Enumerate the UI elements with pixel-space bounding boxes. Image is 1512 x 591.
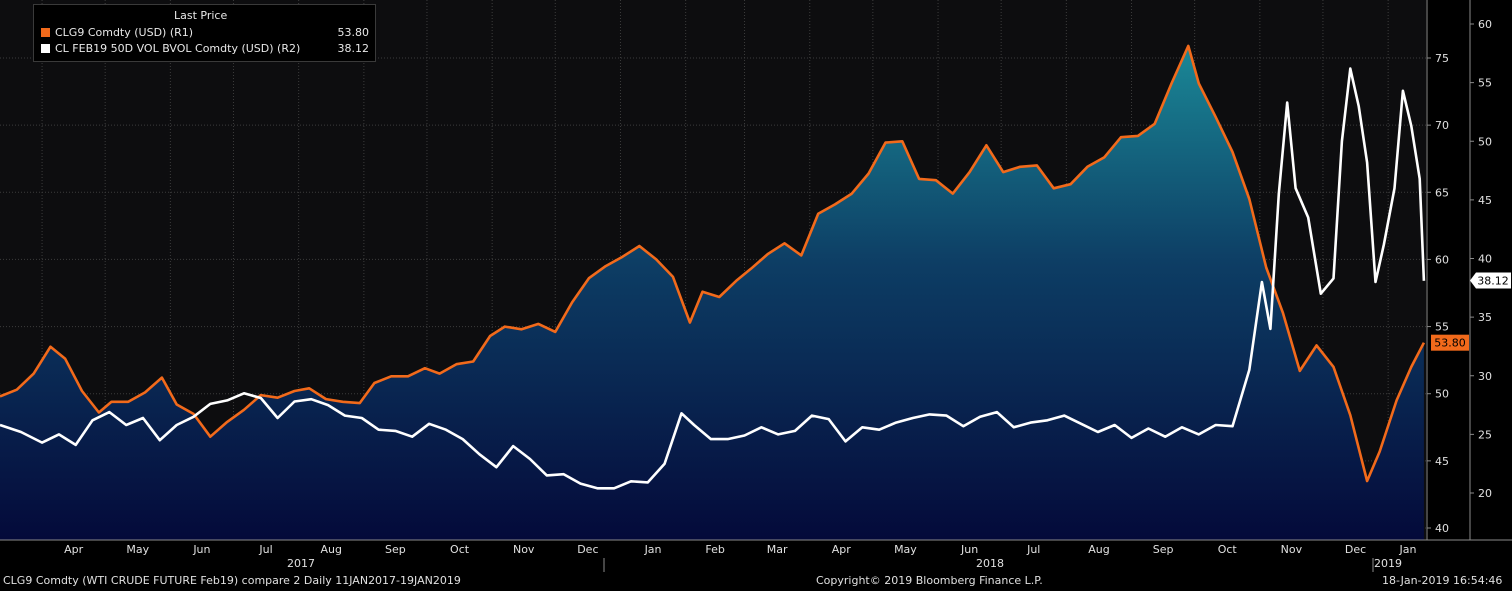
x-tick-label: May xyxy=(894,543,917,556)
r2-tick-label: 45 xyxy=(1478,194,1492,207)
r2-tick-label: 20 xyxy=(1478,487,1492,500)
x-tick-label: Jan xyxy=(1399,543,1417,556)
r2-tick-label: 40 xyxy=(1478,253,1492,266)
r2-tick-label: 55 xyxy=(1478,77,1492,90)
volatility-last-tag xyxy=(1470,272,1511,289)
r2-tick-label: 30 xyxy=(1478,370,1492,383)
legend-item-price: CLG9 Comdty (USD) (R1) 53.80 xyxy=(41,26,369,40)
footer-timestamp: 18-Jan-2019 16:54:46 xyxy=(1382,574,1503,587)
x-year-label: 2018 xyxy=(976,557,1004,570)
legend-label-volatility: CL FEB19 50D VOL BVOL Comdty (USD) (R2) xyxy=(55,42,301,55)
x-tick-label: Oct xyxy=(1218,543,1238,556)
price-series-line xyxy=(0,44,1426,483)
legend-header: Last Price xyxy=(174,9,228,22)
legend: Last Price CLG9 Comdty (USD) (R1) 53.80 … xyxy=(33,4,376,62)
x-tick-label: Aug xyxy=(321,543,342,556)
x-tick-label: Jan xyxy=(644,543,662,556)
x-tick-label: Jun xyxy=(192,543,210,556)
x-tick-label: Nov xyxy=(513,543,535,556)
x-tick-label: Jul xyxy=(258,543,272,556)
x-tick-label: Jul xyxy=(1026,543,1040,556)
price-last-tag xyxy=(1431,334,1469,351)
x-tick-label: Jun xyxy=(960,543,978,556)
legend-swatch-price xyxy=(41,28,50,37)
r1-tick-label: 60 xyxy=(1435,253,1449,266)
r1-tick-label: 65 xyxy=(1435,186,1449,199)
r2-tick-label: 60 xyxy=(1478,18,1492,31)
legend-value-price: 53.80 xyxy=(337,26,370,39)
price-last-tag-label: 53.80 xyxy=(1434,337,1466,350)
x-tick-label: Sep xyxy=(1153,543,1174,556)
volatility-series-line xyxy=(0,67,1426,490)
r2-tick-label: 25 xyxy=(1478,428,1492,441)
footer-copyright: Copyright© 2019 Bloomberg Finance L.P. xyxy=(816,574,1043,587)
r2-tick-label: 50 xyxy=(1478,135,1492,148)
x-tick-label: Apr xyxy=(832,543,852,556)
x-tick-label: Feb xyxy=(705,543,724,556)
r2-tick-label: 35 xyxy=(1478,311,1492,324)
r2-axis-ticks: 20 25 30 35 40 45 50 55 60 xyxy=(1470,18,1492,500)
x-tick-label: Mar xyxy=(767,543,788,556)
legend-value-volatility: 38.12 xyxy=(337,42,370,55)
x-tick-label: Nov xyxy=(1281,543,1303,556)
x-tick-label: Sep xyxy=(385,543,406,556)
legend-label-price: CLG9 Comdty (USD) (R1) xyxy=(55,26,194,39)
x-year-label: 2019 xyxy=(1374,557,1402,570)
x-tick-label: Apr xyxy=(64,543,84,556)
r1-tick-label: 75 xyxy=(1435,52,1449,65)
x-tick-label: Aug xyxy=(1088,543,1109,556)
x-axis-ticks: Apr May Jun Jul Aug Sep Oct Nov Dec Jan Feb Mar Apr M… xyxy=(64,543,1417,572)
legend-swatch-volatility xyxy=(41,44,50,53)
x-tick-label: Dec xyxy=(577,543,598,556)
last-price-tags: 53.80 38.12 xyxy=(1431,272,1511,351)
x-year-label: 2017 xyxy=(287,557,315,570)
x-tick-label: Dec xyxy=(1345,543,1366,556)
r1-tick-label: 70 xyxy=(1435,119,1449,132)
volatility-last-tag-label: 38.12 xyxy=(1477,275,1509,288)
x-tick-label: Oct xyxy=(450,543,470,556)
x-tick-label: May xyxy=(126,543,149,556)
r1-tick-label: 40 xyxy=(1435,522,1449,535)
r1-tick-label: 55 xyxy=(1435,321,1449,334)
r1-tick-label: 50 xyxy=(1435,388,1449,401)
footer-description: CLG9 Comdty (WTI CRUDE FUTURE Feb19) com… xyxy=(3,574,461,587)
legend-item-volatility: CL FEB19 50D VOL BVOL Comdty (USD) (R2) … xyxy=(41,42,369,56)
r1-tick-label: 45 xyxy=(1435,455,1449,468)
r1-axis-ticks: 40 45 50 55 60 65 70 75 xyxy=(1427,52,1449,535)
